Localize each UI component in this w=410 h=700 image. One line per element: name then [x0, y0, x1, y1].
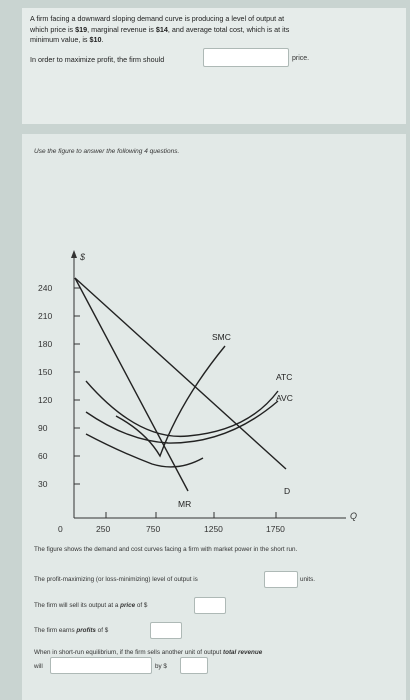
- smc-curve: [115, 345, 226, 458]
- output-question: The profit-maximizing (or loss-minimizin…: [34, 575, 198, 584]
- x-tick-label: 1750: [266, 524, 285, 534]
- revenue-question-prefix: When in short-run equilibrium, if the fi…: [34, 649, 223, 656]
- avc-lower-curve: [85, 433, 204, 468]
- price-action-dropdown[interactable]: [203, 48, 289, 67]
- price-question-prefix: The firm will sell its output at a: [34, 602, 121, 609]
- x-axis-label: Q: [350, 511, 357, 521]
- output-units: units.: [300, 576, 316, 583]
- x-tick-label: 250: [96, 524, 110, 534]
- x-tick-label: 0: [58, 524, 63, 534]
- revenue-question-line2: will: [34, 663, 43, 670]
- question-1-text: A firm facing a downward sloping demand …: [30, 14, 355, 46]
- question-1-line-3b: .: [101, 35, 104, 44]
- price-question: The firm will sell its output at a price…: [34, 601, 147, 610]
- question-1-line-2c: , and average total cost, which is at it…: [167, 24, 290, 34]
- avc-label: AVC: [276, 393, 293, 403]
- figure-caption: The figure shows the demand and cost cur…: [34, 546, 298, 553]
- y-axis-label: $: [79, 252, 86, 262]
- output-question-prefix: The profit-maximizing (or loss-minimizin…: [34, 576, 198, 583]
- question-1-line-3a: minimum value, is: [30, 35, 90, 44]
- price-question-suffix: of $: [135, 602, 148, 609]
- question-1-prompt-row: In order to maximize profit, the firm sh…: [30, 55, 164, 64]
- y-tick-label: 150: [38, 367, 52, 377]
- y-tick-label: 240: [38, 283, 52, 293]
- profit-emph: profits: [76, 627, 96, 634]
- marginal-revenue-curve: [74, 277, 189, 492]
- y-tick-label: 90: [38, 423, 48, 433]
- avc-curve: [85, 400, 279, 444]
- profit-question-prefix: The firm earns: [34, 627, 77, 634]
- y-axis-arrow: [71, 250, 77, 258]
- price-emph: price: [120, 602, 136, 609]
- x-tick-label: 750: [146, 524, 160, 534]
- atc-label: ATC: [276, 372, 292, 382]
- profit-question: The firm earns profits of $: [34, 626, 108, 635]
- question-1-line-2a: which price is: [30, 24, 76, 34]
- profit-question-suffix: of $: [95, 627, 109, 634]
- smc-label: SMC: [212, 332, 231, 342]
- revenue-change-dropdown[interactable]: [50, 657, 152, 674]
- question-1-prompt: In order to maximize profit, the firm sh…: [30, 55, 165, 64]
- price-input[interactable]: [194, 597, 226, 614]
- total-revenue-emph: total revenue: [223, 649, 263, 656]
- mr-label: MR: [178, 499, 191, 509]
- y-tick-label: 120: [38, 395, 52, 405]
- instructions: Use the figure to answer the following 4…: [34, 148, 180, 155]
- given-price: $19: [75, 24, 88, 34]
- given-marginal-revenue: $14: [155, 24, 168, 34]
- output-input[interactable]: [264, 571, 298, 588]
- demand-curve: [74, 277, 287, 470]
- demand-label: D: [284, 486, 290, 496]
- y-tick-label: 30: [38, 479, 48, 489]
- y-tick-label: 60: [38, 451, 48, 461]
- revenue-amount-input[interactable]: [180, 657, 208, 674]
- y-tick-label: 210: [38, 311, 52, 321]
- y-tick-label: 180: [38, 339, 52, 349]
- atc-curve: [85, 380, 279, 438]
- x-tick-label: 1250: [204, 524, 223, 534]
- y-axis-ticks: 240 210 180 150 120 90 60 30: [38, 283, 80, 489]
- profit-input[interactable]: [150, 622, 182, 639]
- x-axis-ticks: 0 250 750 1250 1750: [58, 512, 285, 534]
- question-1-suffix: price.: [292, 55, 310, 62]
- revenue-by-label: by $: [155, 663, 167, 670]
- given-atc: $10: [89, 35, 102, 44]
- question-1-line-2b: , marginal revenue is: [87, 24, 156, 34]
- question-1-line-1: A firm facing a downward sloping demand …: [30, 14, 285, 23]
- revenue-question-line1: When in short-run equilibrium, if the fi…: [34, 648, 262, 657]
